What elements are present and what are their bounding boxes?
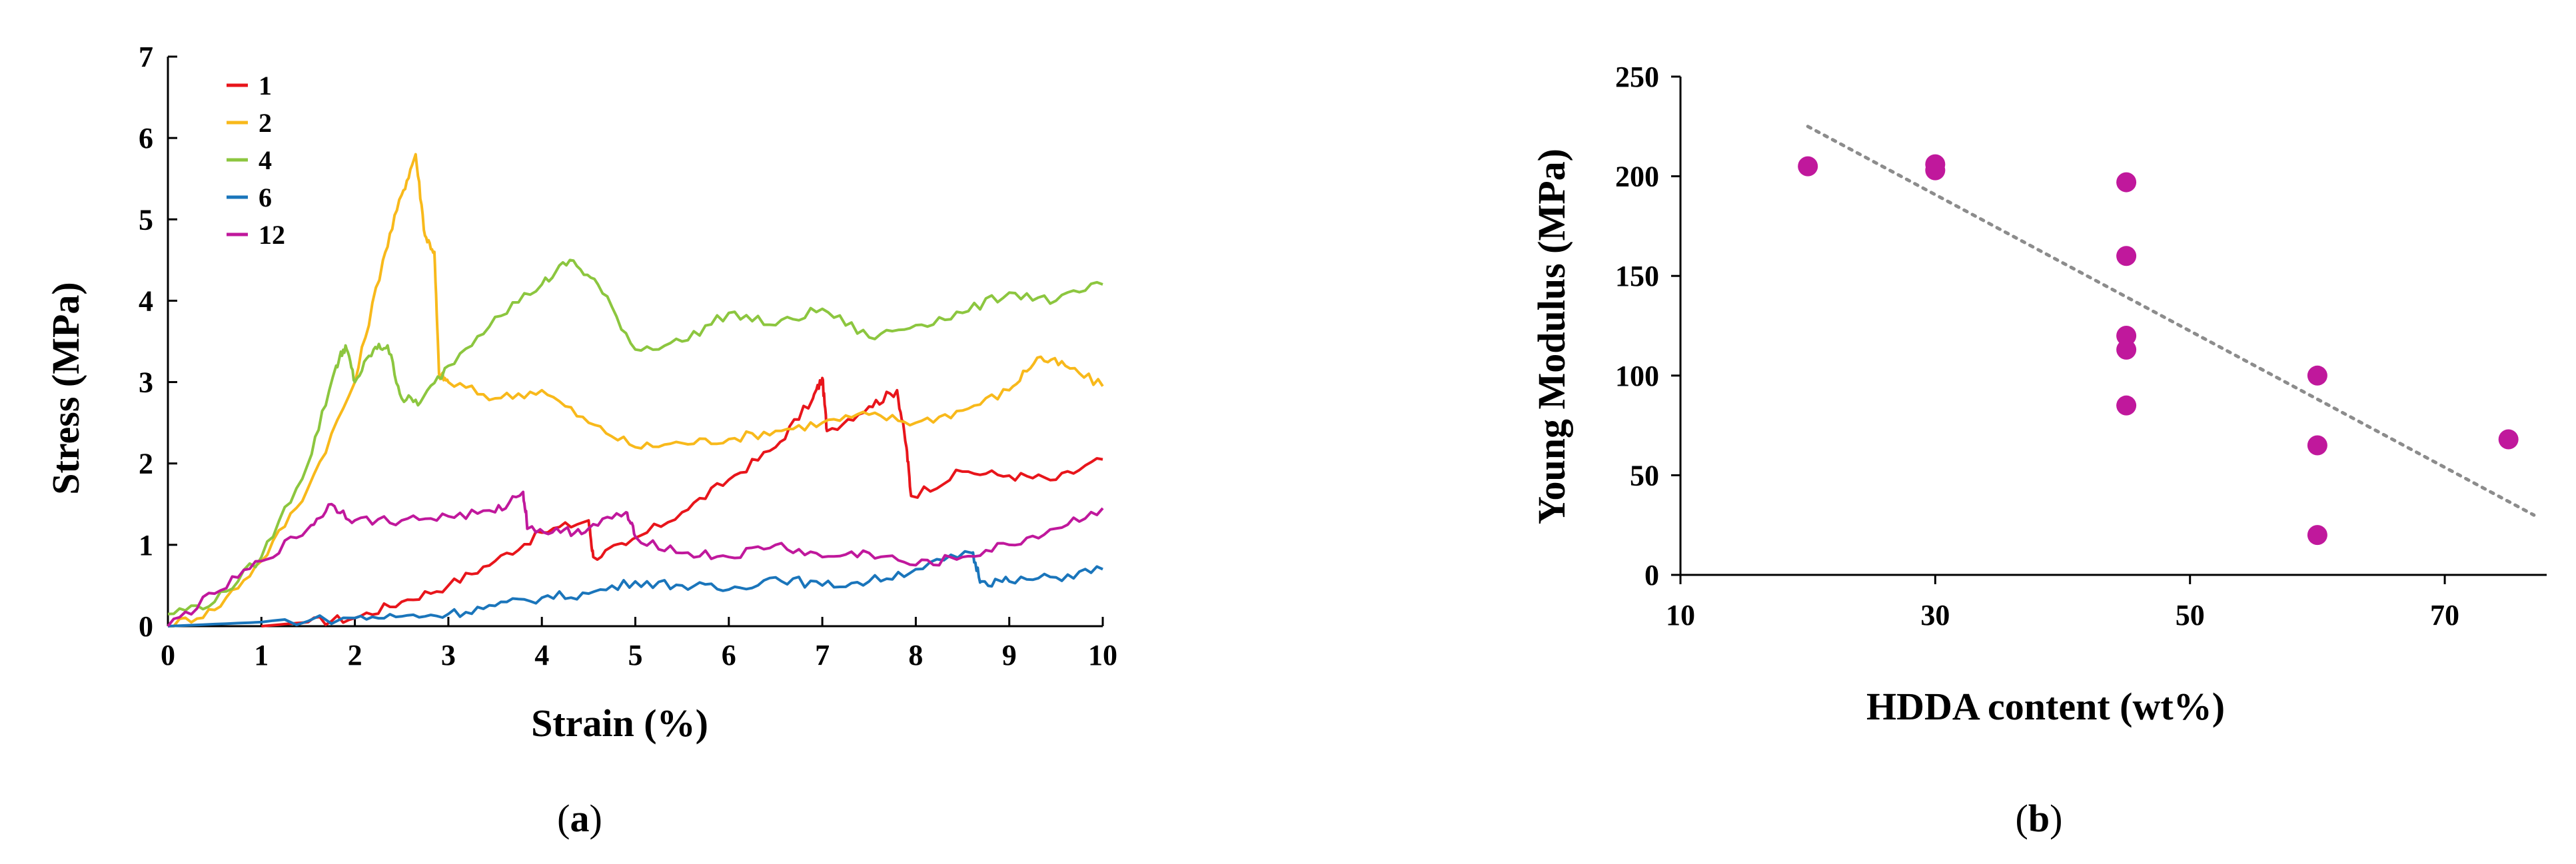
x-tick-label-a: 6: [722, 639, 736, 671]
series-line-2: [168, 153, 1104, 628]
data-point: [2116, 246, 2137, 266]
panel-label-a-letter: a: [570, 797, 590, 840]
y-tick-label-a: 0: [139, 610, 153, 643]
legend-label-6: 6: [259, 183, 272, 213]
legend-label-12: 12: [259, 220, 285, 250]
y-tick-label-b: 150: [1615, 260, 1659, 292]
y-tick-label-a: 7: [139, 41, 153, 73]
y-tick-label-a: 5: [139, 203, 153, 236]
panel-label-b-letter: b: [2028, 797, 2050, 840]
data-point: [2116, 325, 2137, 346]
x-axis-title-a: Strain (%): [531, 701, 708, 745]
x-tick-label-a: 5: [628, 639, 643, 671]
modulus-scatter-chart: 0 50 100 150 200 250 10 30 50 70 HDDA content (wt…: [1530, 61, 2547, 840]
series-line-6: [167, 550, 1103, 628]
legend-label-1: 1: [259, 71, 272, 101]
y-axis-title-b: Young Modulus (MPa): [1530, 149, 1573, 524]
x-tick-label-b: 70: [2430, 599, 2459, 632]
y-tick-label-a: 2: [139, 448, 153, 480]
y-tick-label-a: 4: [139, 284, 153, 317]
axes-a: [167, 57, 1103, 628]
legend-label-2: 2: [259, 108, 272, 138]
x-tick-label-a: 0: [161, 639, 175, 671]
x-axis-title-b: HDDA content (wt%): [1866, 685, 2225, 728]
x-tick-label-b: 50: [2176, 599, 2205, 632]
data-point: [2307, 435, 2327, 456]
axes-b: [1679, 77, 2547, 576]
y-tick-label-b: 0: [1644, 559, 1659, 592]
data-point: [1925, 160, 1946, 181]
data-point: [2116, 172, 2137, 193]
x-tick-label-a: 8: [908, 639, 923, 671]
series-a: [167, 153, 1104, 628]
series-line-4: [167, 258, 1103, 616]
legend-label-4: 4: [259, 145, 272, 175]
data-point: [2307, 365, 2327, 386]
y-tick-label-b: 50: [1630, 459, 1659, 492]
x-tick-label-b: 30: [1920, 599, 1950, 632]
x-tick-label-b: 10: [1666, 599, 1695, 632]
data-point: [2498, 429, 2519, 450]
x-tick-label-a: 4: [534, 639, 549, 671]
trendline-b: [1806, 125, 2536, 517]
data-point: [2307, 525, 2327, 546]
trendline: [1806, 125, 2536, 517]
data-point: [2116, 395, 2137, 416]
data-point: [2116, 339, 2137, 360]
x-tick-label-a: 10: [1088, 639, 1117, 671]
x-tick-label-a: 2: [348, 639, 362, 671]
x-tick-label-a: 7: [815, 639, 830, 671]
ticks-b: 0 50 100 150 200 250 10 30 50 70: [1615, 61, 2459, 632]
series-line-1: [261, 376, 1103, 628]
y-tick-label-a: 1: [139, 529, 153, 562]
y-tick-label-b: 250: [1615, 61, 1659, 93]
y-tick-label-a: 3: [139, 366, 153, 399]
series-line-12: [167, 490, 1104, 628]
panel-label-b: (b): [2016, 797, 2063, 840]
y-tick-label-b: 200: [1615, 161, 1659, 193]
y-tick-label-b: 100: [1615, 360, 1659, 392]
y-axis-title-a: Stress (MPa): [44, 282, 87, 494]
points-b: [1798, 154, 2519, 546]
data-point: [1798, 156, 1818, 177]
y-tick-label-a: 6: [139, 122, 153, 155]
x-tick-label-a: 3: [441, 639, 456, 671]
x-tick-label-a: 9: [1002, 639, 1017, 671]
x-tick-label-a: 1: [254, 639, 269, 671]
panel-label-a: (a): [557, 797, 602, 840]
